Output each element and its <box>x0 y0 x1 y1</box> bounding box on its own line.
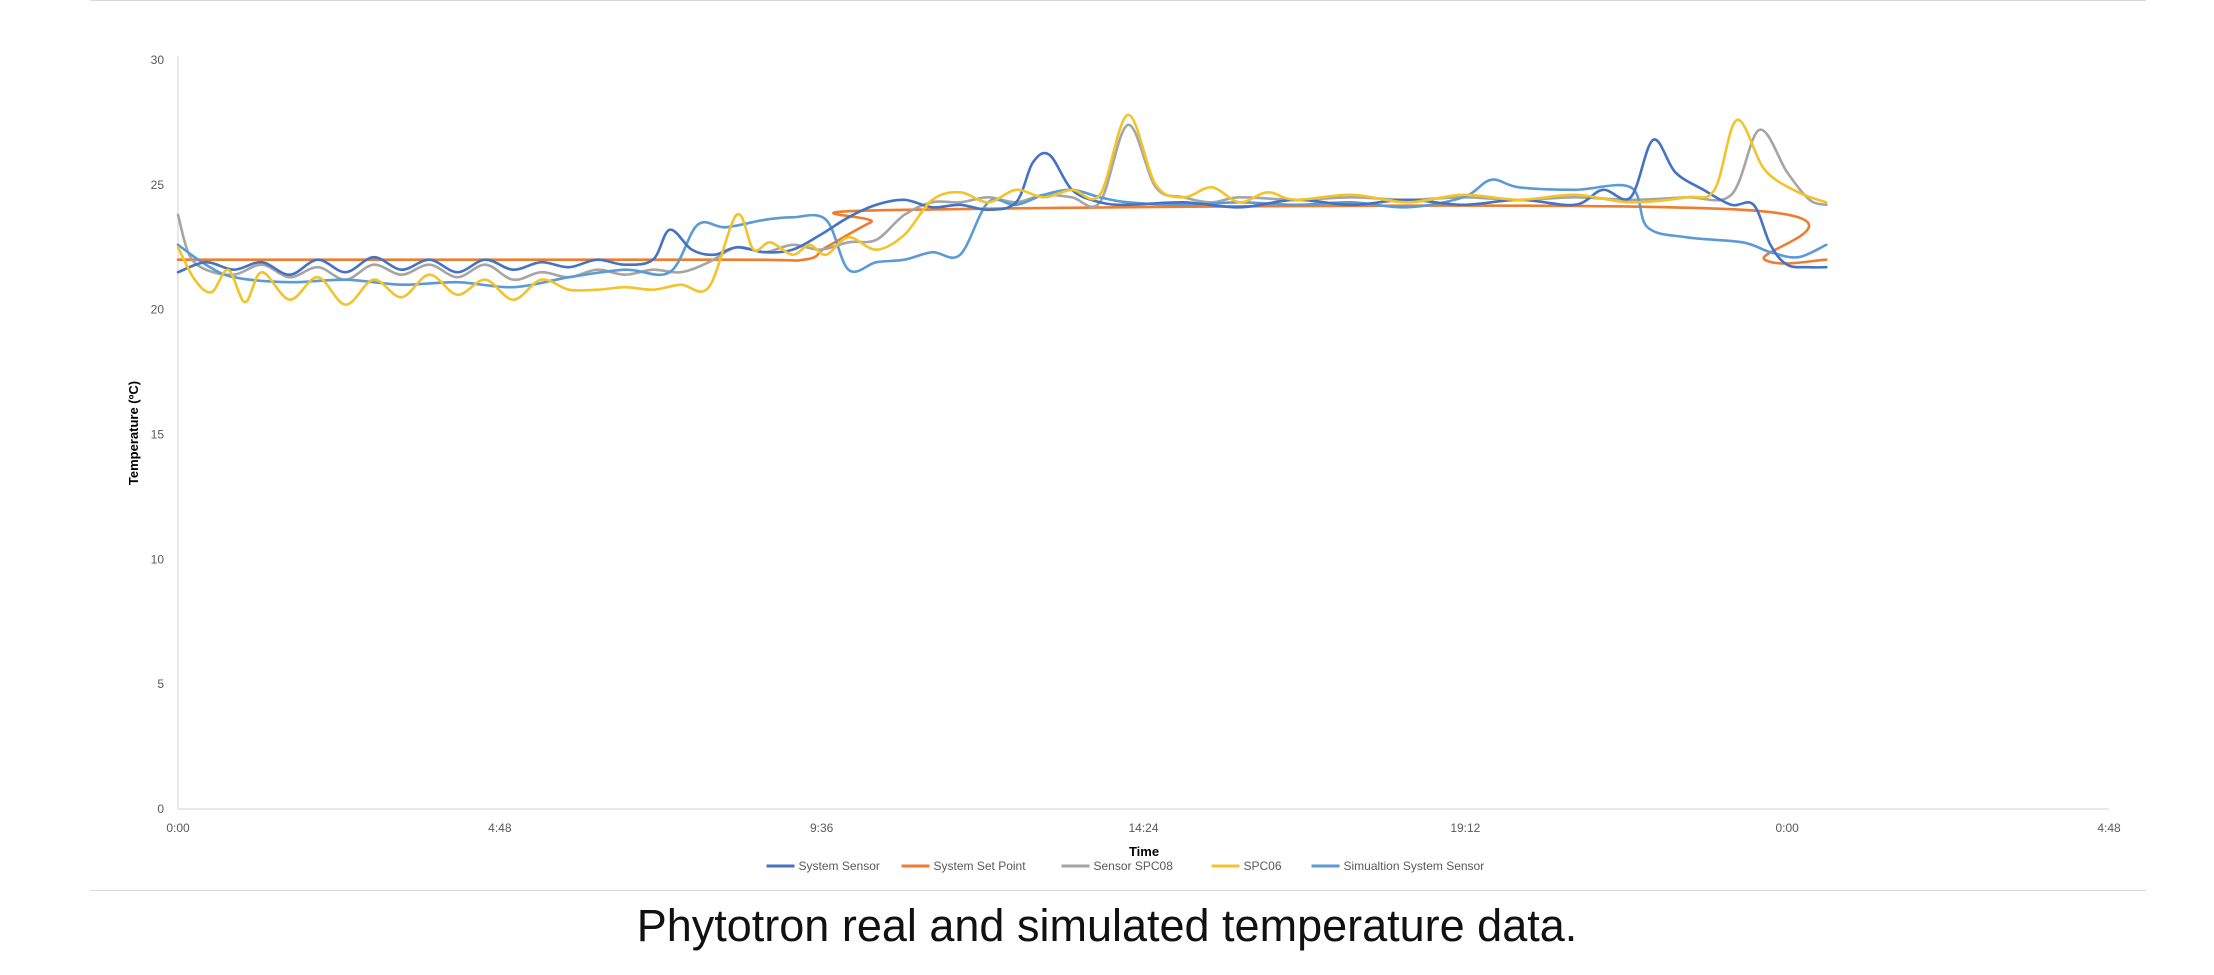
y-tick-label: 0 <box>157 802 164 816</box>
x-tick-label: 0:00 <box>1775 821 1799 835</box>
series-line-sensor-spc08 <box>176 123 1828 282</box>
series-line-spc06 <box>176 113 1828 307</box>
x-tick-label: 4:48 <box>2097 821 2121 835</box>
y-axis-title: Temperature (ºC) <box>126 381 141 485</box>
x-axis-title: Time <box>1129 844 1159 859</box>
y-tick-label: 5 <box>157 677 164 691</box>
legend-entry: Sensor SPC08 <box>1094 859 1174 873</box>
legend-entry: System Sensor <box>799 859 880 873</box>
y-tick-labels: 0 5 10 15 20 25 30 <box>151 53 165 816</box>
chart-bottom-border <box>90 890 2146 891</box>
y-tick-label: 20 <box>151 303 165 317</box>
y-tick-label: 10 <box>151 552 165 566</box>
x-tick-label: 9:36 <box>810 821 834 835</box>
figure-caption: Phytotron real and simulated temperature… <box>636 900 1578 951</box>
legend-entry: System Set Point <box>934 859 1027 873</box>
y-tick-label: 15 <box>151 428 165 442</box>
y-tick-label: 30 <box>151 53 165 67</box>
legend: System Sensor System Set Point Sensor SPC0… <box>766 859 1485 873</box>
y-tick-label: 25 <box>151 178 165 192</box>
series-line-system-set-point <box>176 204 1828 265</box>
legend-entry: Simualtion System Sensor <box>1344 859 1485 873</box>
x-tick-label: 4:48 <box>488 821 512 835</box>
temperature-line-chart: 0 5 10 15 20 25 30 0:00 4:48 9:36 14:24 19:12 0:00 4… <box>126 53 2121 873</box>
chart-top-border <box>90 0 2146 1</box>
series-line-system-sensor <box>176 138 1828 277</box>
x-tick-label: 0:00 <box>166 821 190 835</box>
legend-entry: SPC06 <box>1244 859 1282 873</box>
x-tick-label: 19:12 <box>1450 821 1480 835</box>
series-lines <box>176 113 1828 307</box>
x-tick-label: 14:24 <box>1128 821 1158 835</box>
x-tick-labels: 0:00 4:48 9:36 14:24 19:12 0:00 4:48 <box>166 821 2121 835</box>
